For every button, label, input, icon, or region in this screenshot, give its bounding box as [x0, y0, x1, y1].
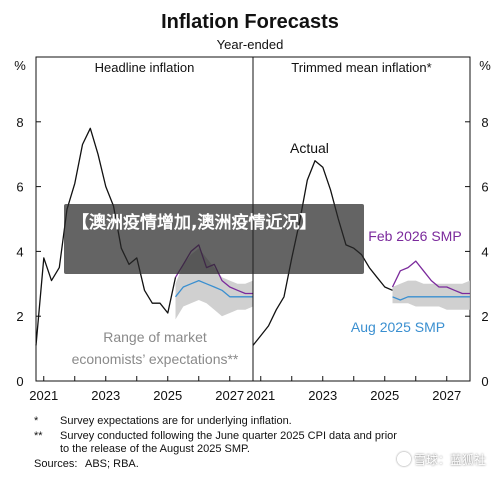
watermark: 雪球：蓝狐社 — [396, 451, 486, 468]
headline-y-tick-label: 0 — [16, 374, 23, 389]
sources-text: ABS; RBA. — [85, 458, 139, 470]
overlay-banner-text: 【澳洲疫情增加,澳洲疫情近况】 — [72, 213, 317, 233]
trimmed-aug-line — [392, 296, 470, 301]
trimmed-x-tick-label: 2023 — [308, 388, 337, 403]
footnote-2-text: Survey conducted following the June quar… — [60, 430, 397, 442]
headline-annotation: Range of market — [103, 329, 207, 345]
trimmed-x-tick-label: 2025 — [370, 388, 399, 403]
left-unit-label: % — [14, 58, 26, 73]
trimmed-feb-label: Feb 2026 SMP — [368, 228, 461, 244]
snowball-logo-icon — [396, 452, 411, 466]
footnote-2-mark: ** — [34, 430, 43, 442]
trimmed-expectations-range — [392, 280, 470, 310]
trimmed-actual-line — [252, 160, 393, 346]
footnote-1-mark: * — [34, 415, 39, 427]
headline-y-tick-label: 4 — [16, 244, 23, 259]
sources-label: Sources: — [34, 458, 77, 470]
trimmed-annotation: Actual — [290, 140, 329, 156]
footnote-3-text: to the release of the August 2025 SMP. — [60, 443, 250, 455]
chart-title: Inflation Forecasts — [161, 11, 339, 33]
headline-y-tick-label: 6 — [16, 180, 23, 195]
headline-x-tick-label: 2027 — [215, 388, 244, 403]
overlay-banner: 【澳洲疫情增加,澳洲疫情近况】 — [64, 204, 364, 274]
trimmed-x-tick-label: 2027 — [432, 388, 461, 403]
trimmed-y-tick-label: 6 — [481, 180, 488, 195]
trimmed-panel-title: Trimmed mean inflation* — [291, 60, 431, 75]
headline-panel-title: Headline inflation — [95, 60, 195, 75]
footnote-1-text: Survey expectations are for underlying i… — [60, 415, 292, 427]
footnotes: * Survey expectations are for underlying… — [34, 415, 397, 470]
headline-annotation: economists’ expectations** — [72, 351, 239, 367]
headline-x-tick-label: 2025 — [153, 388, 182, 403]
watermark-text: 雪球：蓝狐社 — [413, 453, 486, 467]
chart-subtitle: Year-ended — [217, 37, 284, 52]
trimmed-y-tick-label: 4 — [481, 244, 488, 259]
headline-x-tick-label: 2021 — [29, 388, 58, 403]
headline-actual-line — [35, 127, 177, 346]
trimmed-aug-label: Aug 2025 SMP — [351, 319, 445, 335]
headline-y-tick-label: 2 — [16, 309, 23, 324]
trimmed-y-tick-label: 0 — [481, 374, 488, 389]
headline-y-tick-label: 8 — [16, 115, 23, 130]
trimmed-x-tick-label: 2021 — [246, 388, 275, 403]
headline-aug-line — [174, 279, 253, 298]
right-unit-label: % — [479, 58, 491, 73]
trimmed-feb-line — [391, 260, 470, 295]
trimmed-y-tick-label: 2 — [481, 309, 488, 324]
headline-x-tick-label: 2023 — [91, 388, 120, 403]
trimmed-y-tick-label: 8 — [481, 115, 488, 130]
